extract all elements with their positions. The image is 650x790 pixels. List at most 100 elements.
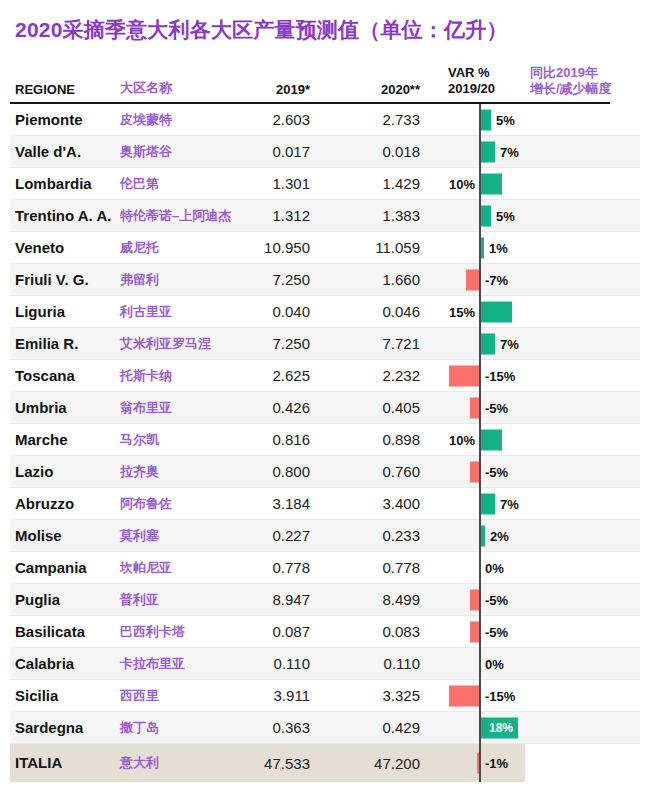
var-bar-cell: -5%	[420, 456, 640, 487]
table-row: Trentino A. A.特伦蒂诺–上阿迪杰1.3121.3835%	[10, 200, 640, 232]
region-name-cn: 特伦蒂诺–上阿迪杰	[120, 208, 260, 224]
positive-var-bar	[481, 173, 502, 194]
value-2020: 0.046	[310, 303, 420, 320]
col-header-2020: 2020**	[310, 82, 420, 104]
value-2019: 0.227	[260, 527, 310, 544]
var-percent-label: -15%	[485, 688, 515, 703]
region-name-cn: 巴西利卡塔	[120, 624, 260, 640]
var-percent-label: -7%	[485, 272, 508, 287]
value-2020: 0.778	[310, 559, 420, 576]
value-2019: 3.911	[260, 687, 310, 704]
value-2019: 10.950	[260, 239, 310, 256]
var-percent-label: 0%	[485, 656, 504, 671]
table-row: Sardegna撒丁岛0.3630.42918%	[10, 712, 640, 744]
table-row: Basilicata巴西利卡塔0.0870.083 -5%	[10, 616, 640, 648]
var-percent-label: -5%	[485, 400, 508, 415]
var-bar-cell: 7%	[420, 136, 640, 167]
col-header-2019: 2019*	[260, 82, 310, 104]
col-header-regione: REGIONE	[15, 82, 120, 104]
region-name: Liguria	[15, 300, 120, 324]
positive-var-bar	[481, 301, 512, 322]
var-bar-cell: 0%	[420, 648, 640, 679]
region-name-cn: 皮埃蒙特	[120, 112, 260, 128]
region-name: ITALIA	[15, 751, 120, 775]
region-name: Umbria	[15, 396, 120, 420]
region-name: Marche	[15, 428, 120, 452]
var-percent-label: 7%	[500, 144, 519, 159]
value-2019: 1.312	[260, 207, 310, 224]
positive-var-bar	[481, 493, 495, 514]
var-bar-cell: 5%	[420, 200, 640, 231]
region-name-cn: 托斯卡纳	[120, 368, 260, 384]
region-name-cn: 卡拉布里亚	[120, 656, 260, 672]
var-bar-cell: 0%	[420, 552, 640, 583]
value-2020: 0.083	[310, 623, 420, 640]
var-percent-label: 7%	[500, 336, 519, 351]
table-row: Sicilia西西里3.9113.325-15%	[10, 680, 640, 712]
chart-zero-axis-line	[479, 104, 481, 782]
var-bar-cell: 15%	[420, 296, 640, 327]
region-name: Trentino A. A.	[15, 204, 120, 228]
value-2019: 0.087	[260, 623, 310, 640]
positive-var-bar	[481, 205, 491, 226]
table-row: Veneto威尼托10.95011.0591%	[10, 232, 640, 264]
var-percent-label: 7%	[500, 496, 519, 511]
region-name-cn: 翁布里亚	[120, 400, 260, 416]
region-name-cn: 意大利	[120, 755, 260, 771]
var-percent-label: 1%	[489, 240, 508, 255]
table-row: Liguria利古里亚0.0400.04615%	[10, 296, 640, 328]
var-percent-label: -1%	[485, 756, 508, 771]
var-percent-label: -15%	[485, 368, 515, 383]
table-row: Calabria卡拉布里亚0.1100.1100%	[10, 648, 640, 680]
var-percent-label: 5%	[496, 112, 515, 127]
var-bar-cell: -1%	[420, 744, 640, 782]
value-2020: 0.018	[310, 143, 420, 160]
region-name-cn: 奥斯塔谷	[120, 144, 260, 160]
region-name-cn: 马尔凯	[120, 432, 260, 448]
table-header: REGIONE 大区名称 2019* 2020** VAR % 2019/20 …	[10, 62, 640, 104]
region-name: Friuli V. G.	[15, 268, 120, 292]
region-name: Toscana	[15, 364, 120, 388]
var-bar-cell: -7%	[420, 264, 640, 295]
value-2019: 7.250	[260, 335, 310, 352]
value-2020: 1.660	[310, 271, 420, 288]
var-percent-label: 5%	[496, 208, 515, 223]
page-title: 2020采摘季意大利各大区产量预测值（单位：亿升）	[15, 16, 635, 44]
var-bar-cell: 7%	[420, 328, 640, 359]
value-2019: 0.816	[260, 431, 310, 448]
region-name: Lombardia	[15, 172, 120, 196]
var-bar-cell: 1%	[420, 232, 640, 263]
table-row: Toscana托斯卡纳2.6252.232-15%	[10, 360, 640, 392]
region-name: Basilicata	[15, 620, 120, 644]
table-row: Piemonte皮埃蒙特2.6032.7335%	[10, 104, 640, 136]
value-2019: 0.800	[260, 463, 310, 480]
region-name-cn: 威尼托	[120, 240, 260, 256]
region-name-cn: 利古里亚	[120, 304, 260, 320]
positive-var-bar	[481, 109, 491, 130]
var-bar-cell: 2%	[420, 520, 640, 551]
col-header-var-pct: VAR % 2019/20	[448, 65, 495, 98]
value-2019: 47.533	[260, 755, 310, 772]
value-2019: 0.110	[260, 655, 310, 672]
region-name-cn: 西西里	[120, 688, 260, 704]
region-name-cn: 弗留利	[120, 272, 260, 288]
region-name: Valle d'A.	[15, 140, 120, 164]
value-2020: 2.733	[310, 111, 420, 128]
var-percent-label: -5%	[485, 624, 508, 639]
value-2020: 0.233	[310, 527, 420, 544]
col-header-chart-zone: VAR % 2019/20 同比2019年 增长/减少幅度	[420, 62, 640, 104]
value-2020: 2.232	[310, 367, 420, 384]
var-bar-cell: 18%	[420, 712, 640, 743]
var-percent-label: 2%	[490, 528, 509, 543]
value-2020: 0.760	[310, 463, 420, 480]
region-name: Sicilia	[15, 684, 120, 708]
var-bar-cell: -5%	[420, 392, 640, 423]
negative-var-bar	[449, 685, 480, 706]
negative-var-bar	[449, 365, 480, 386]
value-2019: 3.184	[260, 495, 310, 512]
table-row: Friuli V. G.弗留利7.2501.660-7%	[10, 264, 640, 296]
positive-var-bar	[481, 141, 495, 162]
table-row: Emilia R.艾米利亚罗马涅7.2507.7217%	[10, 328, 640, 360]
region-name: Piemonte	[15, 108, 120, 132]
table-row: Abruzzo阿布鲁佐3.1843.4007%	[10, 488, 640, 520]
